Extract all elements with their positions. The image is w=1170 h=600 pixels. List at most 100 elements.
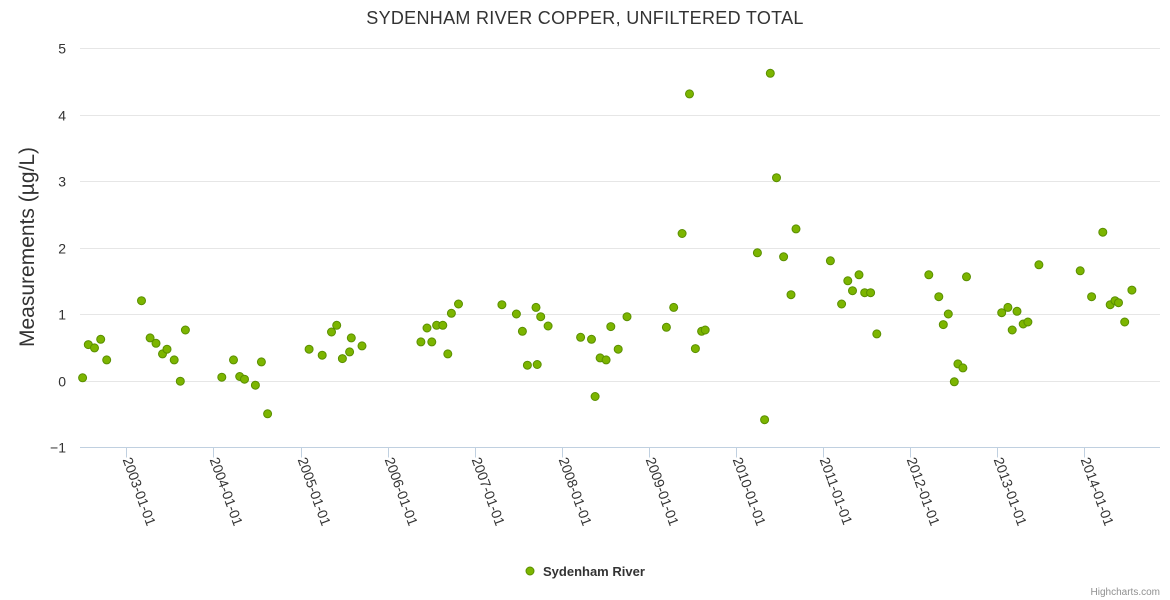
data-point[interactable] <box>587 334 596 344</box>
data-point[interactable] <box>934 292 944 302</box>
data-point[interactable] <box>1087 292 1097 302</box>
x-tick-label: 2013-01-01 <box>991 455 1031 528</box>
data-point[interactable] <box>427 337 437 347</box>
data-point[interactable] <box>217 372 227 382</box>
data-point[interactable] <box>606 322 616 332</box>
data-point[interactable] <box>162 344 172 354</box>
data-point[interactable] <box>454 299 463 309</box>
data-point[interactable] <box>576 332 586 342</box>
data-point[interactable] <box>872 329 882 339</box>
data-point[interactable] <box>102 355 112 365</box>
data-point[interactable] <box>1127 285 1137 295</box>
y-tick-label: 0 <box>58 374 66 390</box>
x-tick-label: 2005-01-01 <box>295 455 335 528</box>
data-point[interactable] <box>765 68 775 78</box>
data-point[interactable] <box>752 248 762 258</box>
data-point[interactable] <box>96 334 106 344</box>
data-point[interactable] <box>357 341 367 351</box>
data-point[interactable] <box>416 337 426 347</box>
data-point[interactable] <box>422 323 432 333</box>
data-point[interactable] <box>1007 325 1017 335</box>
data-point[interactable] <box>837 299 847 309</box>
legend-item-sydenham-river[interactable]: Sydenham River <box>543 564 645 579</box>
data-point[interactable] <box>943 309 953 319</box>
data-point[interactable] <box>791 224 801 234</box>
data-point[interactable] <box>446 308 456 318</box>
y-tick-label: −1 <box>50 440 66 456</box>
data-point[interactable] <box>337 354 347 364</box>
data-point[interactable] <box>958 363 968 373</box>
data-point[interactable] <box>1003 302 1013 312</box>
data-point[interactable] <box>304 344 314 354</box>
data-point[interactable] <box>661 322 671 332</box>
data-point[interactable] <box>613 344 623 354</box>
data-point[interactable] <box>690 344 700 354</box>
data-point[interactable] <box>685 89 694 99</box>
data-point[interactable] <box>497 300 507 310</box>
y-tick-labels: −1 0 1 2 3 4 5 <box>50 41 66 456</box>
x-tick-label: 2004-01-01 <box>207 455 247 528</box>
data-point[interactable] <box>78 373 88 383</box>
data-point[interactable] <box>543 321 553 331</box>
data-point[interactable] <box>151 338 161 348</box>
data-point[interactable] <box>145 333 155 343</box>
data-point[interactable] <box>854 270 864 280</box>
data-point[interactable] <box>843 276 853 286</box>
data-point[interactable] <box>317 350 327 360</box>
credits-link[interactable]: Highcharts.com <box>1091 587 1160 598</box>
legend[interactable]: Sydenham River <box>525 564 645 579</box>
data-point[interactable] <box>1012 306 1022 316</box>
data-point[interactable] <box>825 256 835 266</box>
data-point[interactable] <box>1023 317 1033 327</box>
data-point[interactable] <box>531 302 541 312</box>
data-point[interactable] <box>263 409 273 419</box>
data-point[interactable] <box>1098 227 1108 237</box>
data-point[interactable] <box>90 343 99 353</box>
data-point[interactable] <box>511 309 521 319</box>
data-point[interactable] <box>997 308 1007 318</box>
data-point[interactable] <box>962 272 971 282</box>
data-point[interactable] <box>180 325 190 335</box>
data-point[interactable] <box>1120 317 1130 327</box>
data-point[interactable] <box>346 333 356 343</box>
data-point[interactable] <box>169 355 179 365</box>
data-point[interactable] <box>700 325 710 335</box>
data-point[interactable] <box>866 288 876 298</box>
data-point[interactable] <box>443 349 453 359</box>
data-point[interactable] <box>938 320 948 330</box>
data-point[interactable] <box>760 415 770 425</box>
data-point[interactable] <box>786 290 796 300</box>
y-tick-label: 1 <box>58 307 66 323</box>
data-point[interactable] <box>345 347 355 357</box>
data-point[interactable] <box>332 320 342 330</box>
data-point[interactable] <box>772 173 781 183</box>
data-point[interactable] <box>137 296 146 306</box>
data-point[interactable] <box>779 252 789 262</box>
data-point[interactable] <box>1075 266 1085 276</box>
data-point[interactable] <box>240 374 249 384</box>
data-point[interactable] <box>256 357 266 367</box>
legend-marker[interactable] <box>525 566 535 576</box>
data-point[interactable] <box>327 327 336 337</box>
y-tick-label: 3 <box>58 174 66 190</box>
data-point[interactable] <box>622 312 632 322</box>
data-point[interactable] <box>924 270 934 280</box>
data-point[interactable] <box>536 312 546 322</box>
data-point[interactable] <box>438 320 448 330</box>
data-point[interactable] <box>1034 260 1044 270</box>
data-point[interactable] <box>522 360 532 370</box>
data-point[interactable] <box>532 360 542 369</box>
data-point[interactable] <box>669 302 679 312</box>
data-point[interactable] <box>229 355 238 365</box>
data-point[interactable] <box>848 286 857 296</box>
data-point[interactable] <box>949 377 959 387</box>
data-point[interactable] <box>250 380 260 390</box>
series-sydenham-river[interactable] <box>78 68 1137 425</box>
data-point[interactable] <box>175 376 185 386</box>
data-point[interactable] <box>677 229 687 238</box>
x-tick-label: 2003-01-01 <box>120 455 160 528</box>
data-point[interactable] <box>517 326 527 336</box>
data-point[interactable] <box>1114 298 1123 308</box>
data-point[interactable] <box>590 392 600 401</box>
data-point[interactable] <box>601 355 611 365</box>
